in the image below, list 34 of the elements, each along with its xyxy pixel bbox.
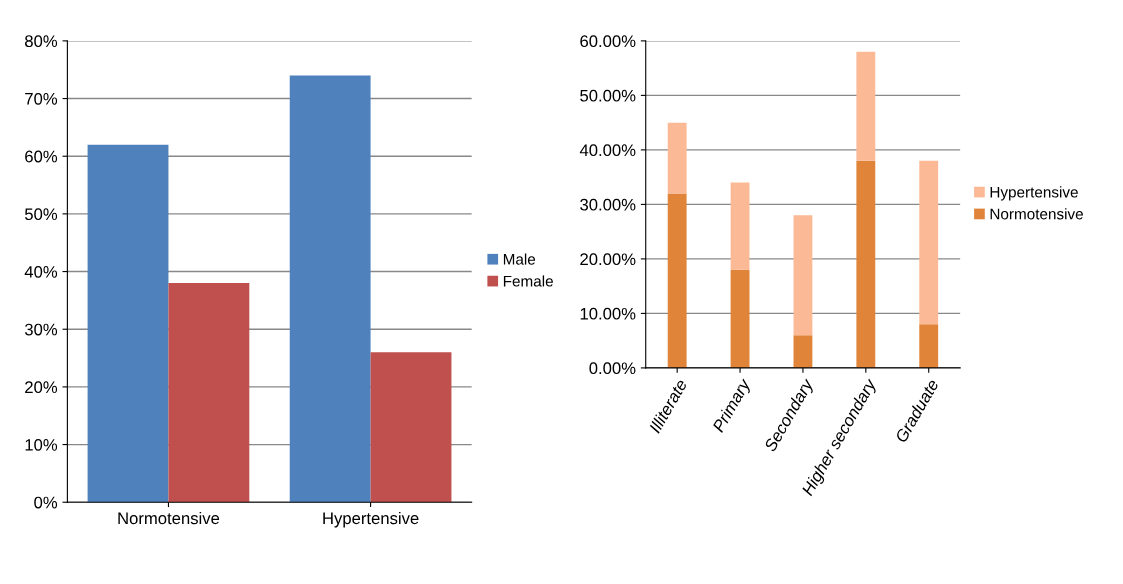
bar	[370, 352, 452, 503]
y-tick-label: 30.00%	[580, 198, 636, 211]
y-tick-label: 40.00%	[579, 144, 636, 157]
legend-label: Normotensive	[990, 208, 1083, 220]
y-tick-label: 60.00%	[580, 35, 636, 48]
legend-label: Male	[503, 253, 536, 265]
y-tick-label: 10%	[25, 438, 58, 451]
y-tick-label: 80%	[25, 35, 58, 48]
bar	[793, 215, 813, 336]
y-tick-label: 60%	[25, 150, 58, 163]
bar	[168, 283, 250, 503]
bar	[87, 144, 169, 503]
y-tick-label: 10.00%	[580, 307, 636, 320]
bar	[856, 160, 876, 368]
y-tick-label: 0.00%	[589, 362, 636, 375]
bar	[730, 269, 750, 368]
y-tick-label: 0%	[34, 496, 58, 509]
y-tick-label: 20%	[25, 381, 58, 394]
bar	[919, 324, 939, 368]
bar	[919, 160, 939, 325]
y-tick-label: 20.00%	[580, 253, 636, 266]
bar	[289, 75, 371, 503]
y-tick-label: 30%	[24, 323, 58, 336]
legend-label: Hypertensive	[990, 186, 1078, 201]
bar	[667, 122, 687, 194]
bar	[730, 182, 750, 270]
bar	[667, 193, 687, 368]
y-tick-label: 50.00%	[580, 89, 636, 102]
bar	[793, 335, 813, 368]
bar	[856, 51, 876, 161]
legend-label: Female	[503, 275, 553, 287]
y-tick-label: 50%	[24, 208, 58, 221]
y-tick-label: 40%	[24, 265, 58, 278]
y-tick-label: 70%	[25, 92, 58, 105]
